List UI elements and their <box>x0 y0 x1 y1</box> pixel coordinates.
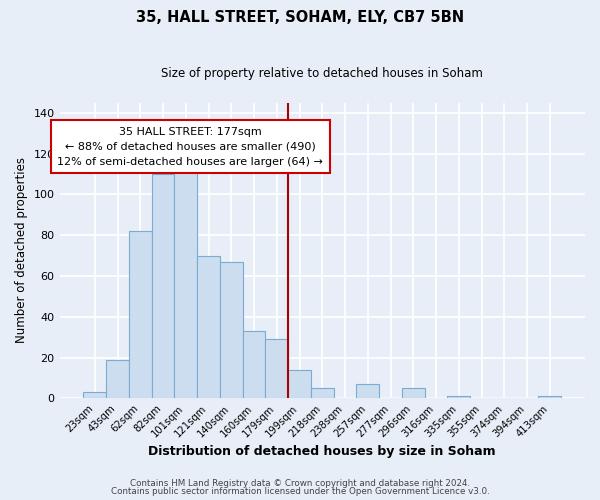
Title: Size of property relative to detached houses in Soham: Size of property relative to detached ho… <box>161 68 483 80</box>
Bar <box>288 370 311 398</box>
Text: 35 HALL STREET: 177sqm
← 88% of detached houses are smaller (490)
12% of semi-de: 35 HALL STREET: 177sqm ← 88% of detached… <box>58 127 323 166</box>
Bar <box>175 125 197 398</box>
Bar <box>265 340 288 398</box>
Bar <box>311 388 334 398</box>
Bar <box>356 384 379 398</box>
Bar <box>106 360 129 399</box>
Text: Contains HM Land Registry data © Crown copyright and database right 2024.: Contains HM Land Registry data © Crown c… <box>130 478 470 488</box>
Bar <box>152 174 175 398</box>
Y-axis label: Number of detached properties: Number of detached properties <box>15 158 28 344</box>
Bar <box>129 231 152 398</box>
Bar <box>220 262 242 398</box>
Text: 35, HALL STREET, SOHAM, ELY, CB7 5BN: 35, HALL STREET, SOHAM, ELY, CB7 5BN <box>136 10 464 25</box>
Bar <box>448 396 470 398</box>
X-axis label: Distribution of detached houses by size in Soham: Distribution of detached houses by size … <box>148 444 496 458</box>
Bar <box>83 392 106 398</box>
Bar <box>242 331 265 398</box>
Bar <box>538 396 561 398</box>
Text: Contains public sector information licensed under the Open Government Licence v3: Contains public sector information licen… <box>110 487 490 496</box>
Bar <box>197 256 220 398</box>
Bar <box>402 388 425 398</box>
